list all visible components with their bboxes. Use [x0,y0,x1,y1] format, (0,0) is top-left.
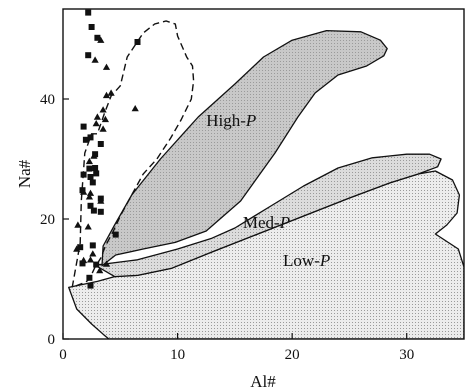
square-marker [89,242,96,249]
square-marker [85,9,92,16]
square-marker [90,207,97,214]
square-marker [79,260,86,267]
y-axis-title: Na# [15,159,34,188]
x-tick-label: 0 [59,347,67,363]
dashed-envelope [71,20,195,289]
triangle-marker [99,125,107,132]
triangle-marker [92,120,100,127]
x-axis-title: Al# [250,372,276,391]
triangle-marker [74,221,82,228]
square-marker [94,34,101,41]
triangle-marker [86,256,95,263]
square-marker [87,134,94,141]
triangle-marker [85,157,93,165]
dashed-envelope-group [71,20,195,289]
square-marker [80,171,87,178]
square-marker [97,141,104,147]
square-marker [92,165,99,171]
triangle-marker [107,89,115,96]
triangle-marker [84,223,92,230]
triangle-marker [86,189,95,196]
square-marker [93,170,100,177]
field-low-p [68,170,464,339]
square-marker [87,202,94,209]
square-marker [86,274,93,281]
triangle-marker [80,188,88,195]
data-points [73,9,141,289]
triangle-marker [90,152,98,159]
square-marker [134,39,141,45]
square-marker [89,179,96,186]
square-marker [87,282,94,289]
triangle-marker [89,250,97,257]
y-axis: 0 20 40 [40,92,69,348]
triangle-marker [85,193,93,200]
square-marker [85,52,92,59]
triangle-marker [99,106,107,113]
triangle-marker [97,197,105,204]
square-marker [79,187,86,194]
triangle-marker [96,267,104,274]
triangle-marker [80,256,88,264]
square-marker [112,231,119,238]
square-marker [97,208,104,215]
plot-frame [62,8,465,340]
triangle-marker [131,105,139,112]
x-tick-label: 30 [399,347,414,363]
triangle-marker [101,115,109,123]
square-marker [80,123,87,130]
field-high-p [101,29,388,267]
triangle-marker [93,113,101,120]
triangle-marker [102,91,111,99]
x-tick-label: 20 [285,347,300,363]
field-label-low: Low-P [283,251,330,270]
square-marker [77,244,84,251]
x-axis: 0 10 20 30 [59,333,414,363]
triangle-marker [102,63,111,70]
triangle-marker [102,260,111,267]
triangle-marker [97,36,105,43]
field-labels: Low-P Med-P High-P [206,111,330,270]
triangle-marker [91,56,99,63]
square-marker [82,136,89,143]
x-tick-label: 10 [170,347,185,363]
square-marker [93,261,100,268]
field-label-high: High-P [206,111,256,130]
square-marker [88,24,95,30]
y-tick-label: 20 [40,212,55,228]
y-tick-label: 40 [40,92,55,108]
pressure-fields [68,29,464,339]
square-marker [92,151,99,158]
square-marker [87,174,94,180]
field-label-med: Med-P [243,213,290,232]
square-marker [86,165,93,172]
y-tick-label: 0 [48,332,56,348]
triangle-marker [73,245,81,252]
field-med-p [94,153,442,278]
